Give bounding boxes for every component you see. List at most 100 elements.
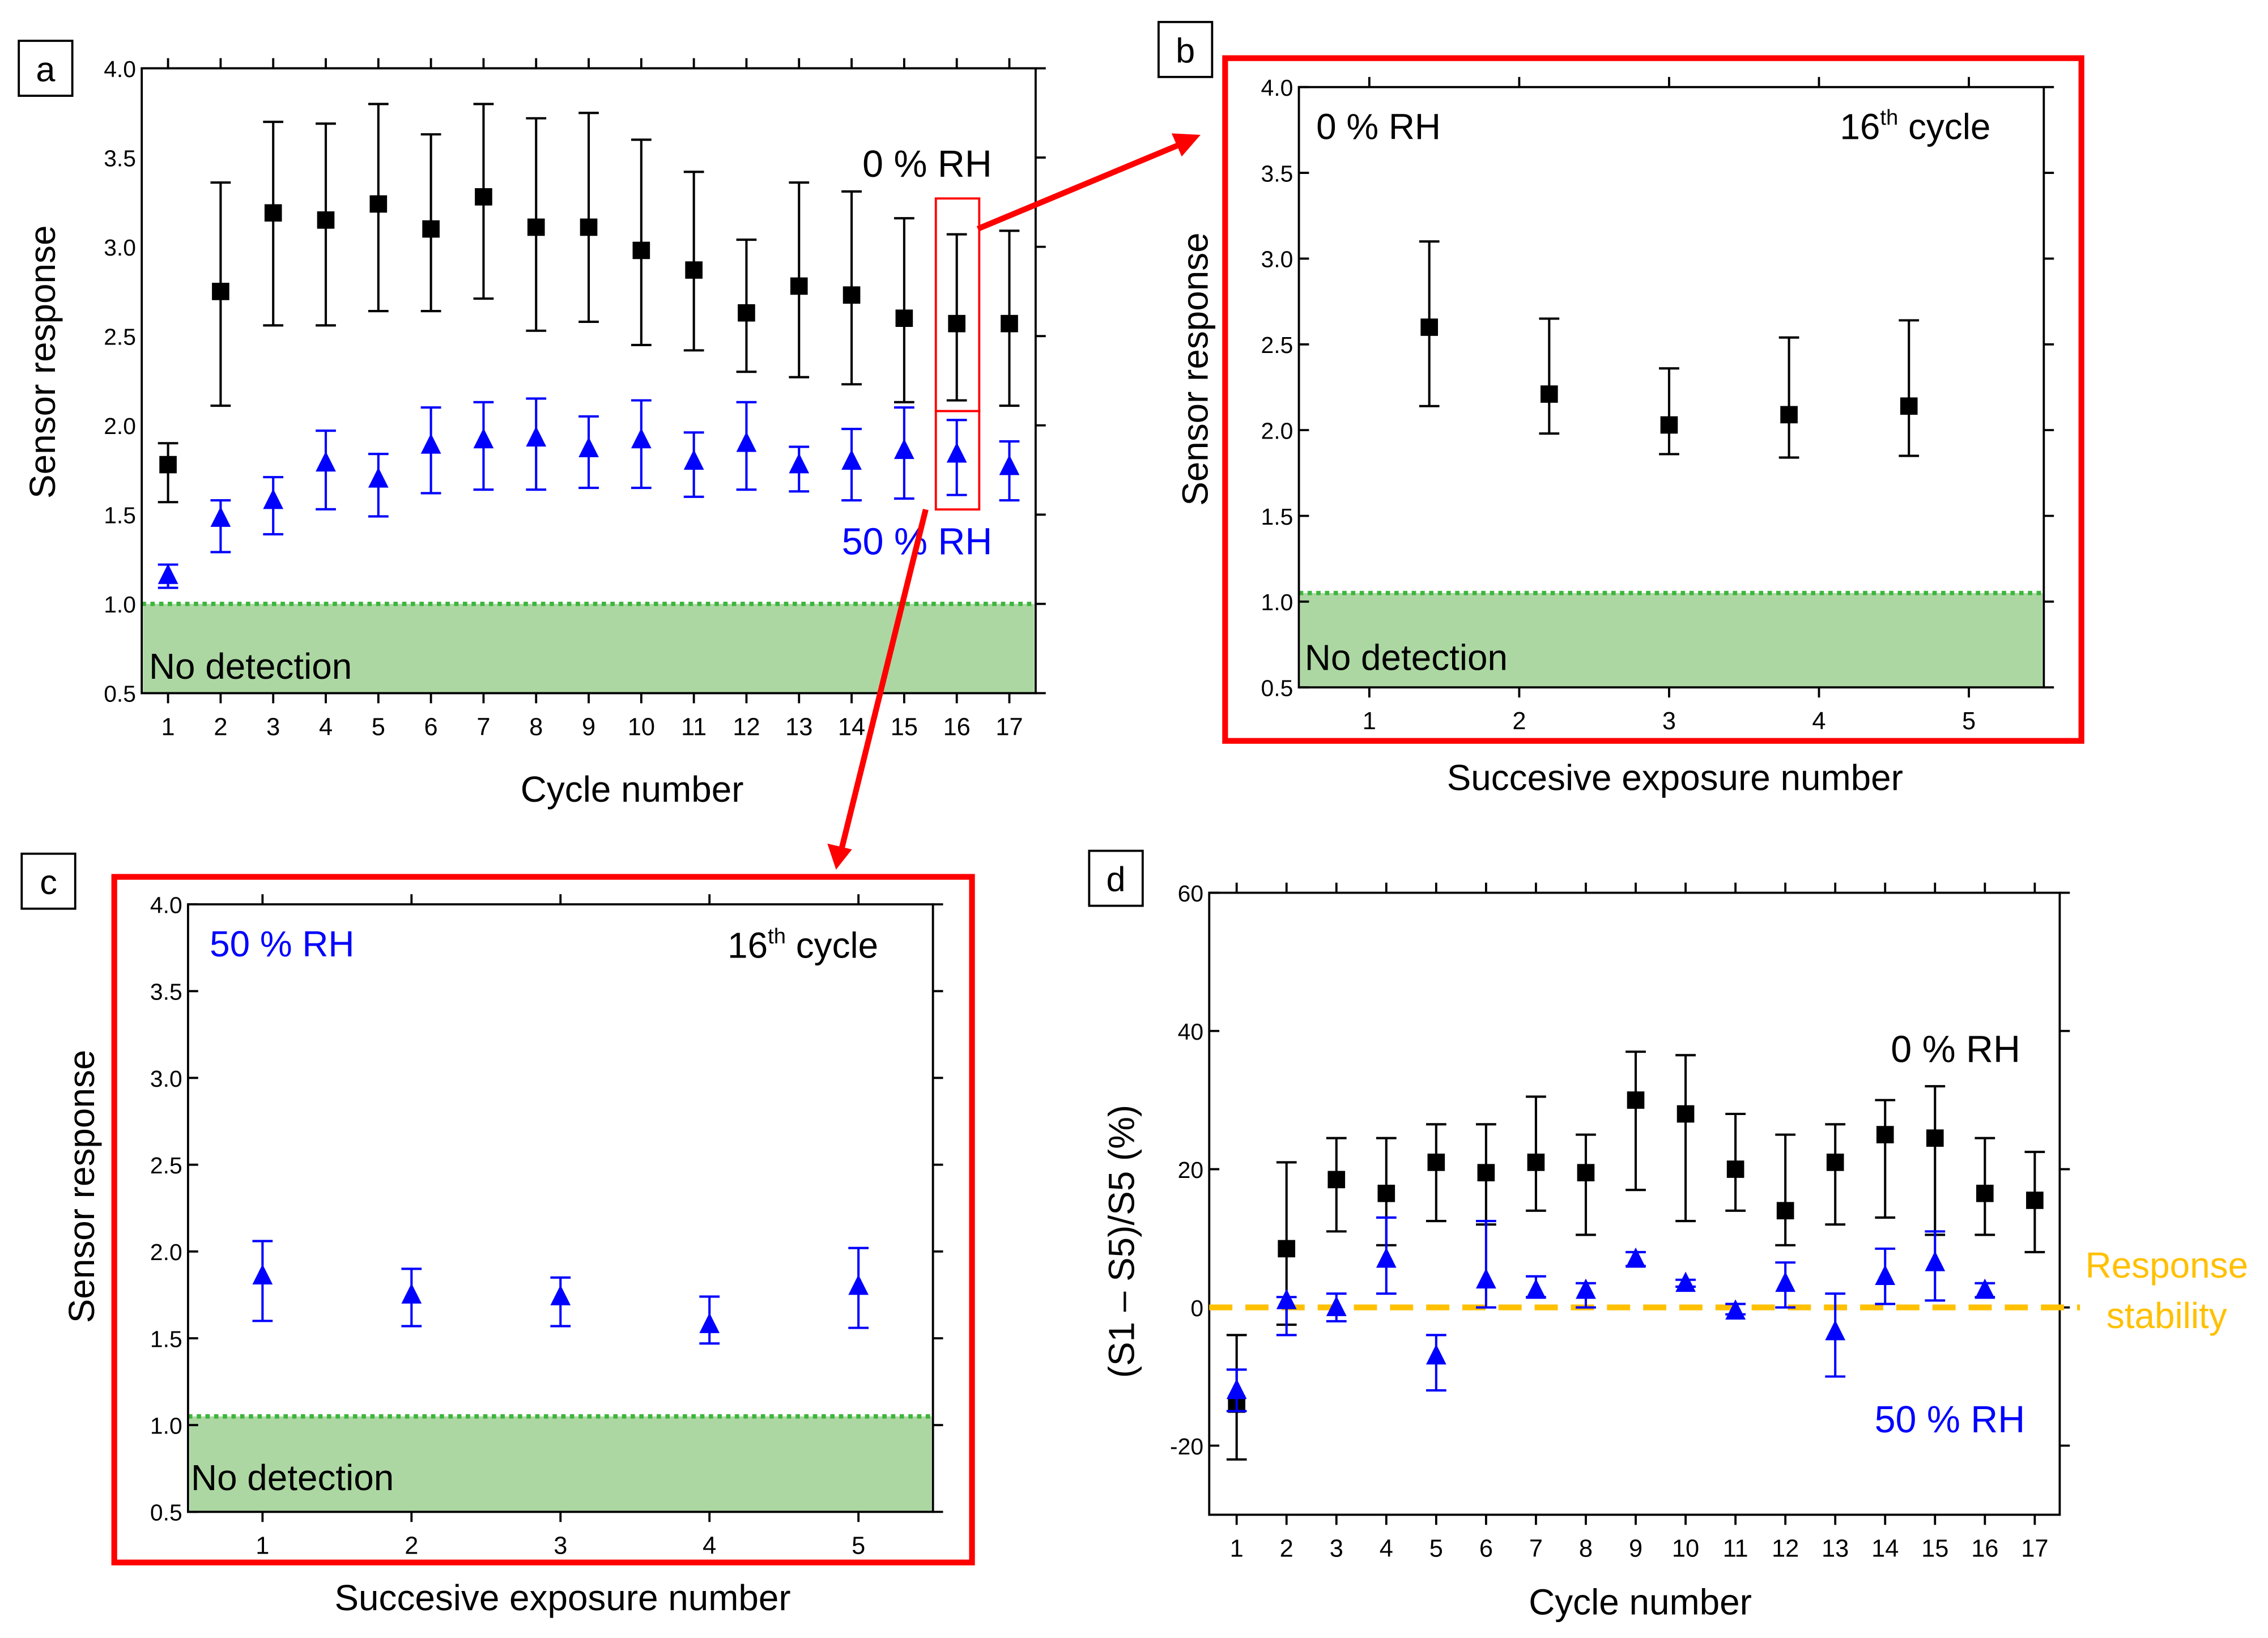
annotation-label: 16th cycle <box>1840 105 1990 147</box>
y-tick-label: 4.0 <box>1261 75 1293 101</box>
y-tick-label: 1.0 <box>1261 589 1293 615</box>
data-point-triangle <box>999 454 1020 475</box>
data-point-triangle <box>683 449 704 470</box>
data-point-triangle <box>578 437 599 458</box>
x-tick-label: 5 <box>852 1532 865 1559</box>
data-point-triangle <box>1376 1247 1397 1268</box>
x-tick-label: 14 <box>1871 1535 1899 1562</box>
data-point-square <box>1776 1202 1794 1220</box>
data-point-square <box>1900 397 1918 415</box>
x-tick-label: 11 <box>681 713 707 741</box>
y-tick-label: 2.0 <box>150 1239 182 1265</box>
y-tick-label: 2.5 <box>104 324 136 350</box>
x-tick-label: 4 <box>1812 708 1826 735</box>
data-point-square <box>1327 1171 1346 1189</box>
data-point-triangle <box>1476 1268 1496 1289</box>
x-tick-label: 3 <box>554 1532 567 1559</box>
data-point-triangle <box>631 428 652 449</box>
data-point-triangle <box>736 431 757 452</box>
arrow-head-c <box>827 843 852 870</box>
y-tick-label: 3.0 <box>104 235 136 261</box>
annotation-superscript: th <box>1880 105 1898 130</box>
annotation-label: 16th cycle <box>727 924 878 966</box>
panel-c: No detection 1 2 3 4 5 0.5 1.0 1.5 2.0 2.5 3.0 3.5 4.… <box>20 852 943 1618</box>
x-tick-label: 10 <box>1672 1535 1699 1562</box>
data-point-square <box>790 277 808 295</box>
data-point-square <box>842 286 861 304</box>
y-tick-label: 0.5 <box>1261 675 1293 701</box>
annotation-label: 50 % RH <box>1875 1399 2026 1441</box>
data-point-square <box>685 261 703 279</box>
panel-label-box <box>1157 20 1214 78</box>
data-point-square <box>1001 314 1018 333</box>
y-tick-label: 0 <box>1190 1295 1203 1321</box>
annotation-text: 16 <box>1840 107 1880 147</box>
series-50-rh <box>158 397 1020 589</box>
panel-label: a <box>36 50 56 89</box>
x-tick-label: 12 <box>733 713 760 741</box>
annotation-text: 50 % RH <box>210 924 354 964</box>
data-point-square <box>1676 1105 1695 1123</box>
x-tick-label: 15 <box>891 713 918 741</box>
no-detection-band <box>1300 593 2043 688</box>
data-point-square <box>1527 1154 1545 1171</box>
x-tick-label: 2 <box>1512 708 1526 735</box>
y-axis-label: Sensor response <box>1175 232 1216 505</box>
x-tick-label: 16 <box>943 713 971 741</box>
data-point-square <box>1726 1160 1744 1178</box>
data-point-triangle <box>1925 1250 1946 1271</box>
no-detection-band <box>189 1416 932 1512</box>
y-tick-label: 3.0 <box>150 1066 182 1092</box>
x-tick-label: 7 <box>476 713 490 741</box>
data-point-square <box>1826 1154 1844 1171</box>
x-tick-label: 9 <box>582 713 595 741</box>
x-tick-label: 11 <box>1723 1535 1748 1562</box>
data-point-square <box>1660 416 1678 434</box>
x-tick-label: 5 <box>1962 708 1976 735</box>
y-axis-label: Sensor response <box>61 1050 102 1323</box>
data-point-triangle <box>841 449 862 470</box>
data-point-triangle <box>316 451 336 472</box>
data-point-triangle <box>210 507 231 527</box>
y-tick-label: 4.0 <box>150 892 182 918</box>
y-tick-label: 3.5 <box>104 145 136 171</box>
data-point-square <box>1627 1091 1645 1109</box>
x-tick-label: 7 <box>1529 1535 1543 1562</box>
y-tick-label: 2.0 <box>1261 418 1293 444</box>
annotation-text: 16 <box>727 925 768 966</box>
x-tick-label: 2 <box>405 1532 418 1559</box>
y-tick-label: 1.5 <box>150 1326 182 1352</box>
x-tick-label: 14 <box>838 713 865 741</box>
data-point-square <box>948 314 966 333</box>
data-point-triangle <box>158 564 178 584</box>
annotation-text: 0 % RH <box>862 143 992 185</box>
data-point-triangle <box>946 442 967 463</box>
data-point-triangle <box>526 426 547 447</box>
y-tick-label: 0.5 <box>150 1500 182 1526</box>
x-tick-label: 5 <box>372 713 385 741</box>
x-tick-label: 10 <box>628 713 655 741</box>
x-tick-label: 13 <box>785 713 812 741</box>
x-tick-label: 5 <box>1429 1535 1443 1562</box>
x-tick-label: 13 <box>1822 1535 1849 1562</box>
data-point-triangle <box>252 1264 273 1285</box>
annotation-rest: cycle <box>1898 107 1990 147</box>
y-tick-label: 1.0 <box>150 1412 182 1439</box>
x-axis-label: Cycle number <box>1529 1582 1752 1623</box>
series-0-rh <box>1419 240 1920 459</box>
panel-b-highlight-frame <box>1222 55 2084 744</box>
data-point-square <box>1420 318 1439 336</box>
x-tick-label: 6 <box>424 713 438 741</box>
x-tick-label: 4 <box>319 713 333 741</box>
y-tick-label: 40 <box>1178 1019 1203 1045</box>
x-tick-label: 9 <box>1629 1535 1643 1562</box>
data-point-triangle <box>263 488 284 509</box>
x-axis-label: Cycle number <box>521 769 744 810</box>
data-point-triangle <box>1226 1379 1247 1399</box>
data-point-square <box>212 283 229 300</box>
x-tick-label: 8 <box>529 713 543 741</box>
series-50-rh <box>252 1240 869 1345</box>
annotation-rest: cycle <box>786 925 878 966</box>
x-tick-label: 2 <box>214 713 227 741</box>
